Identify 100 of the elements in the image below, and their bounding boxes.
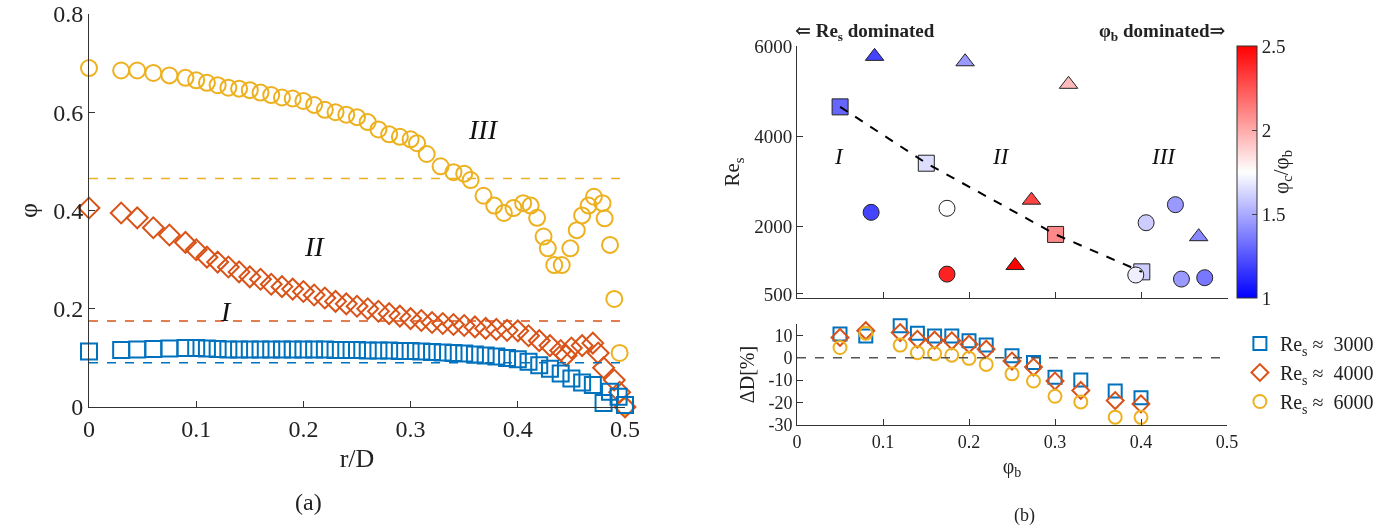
point [337, 341, 356, 360]
point [431, 312, 455, 335]
point [294, 91, 313, 110]
point [1133, 390, 1149, 406]
y-tick-label: 0 [71, 394, 84, 421]
point [551, 364, 570, 383]
point [485, 196, 504, 215]
point [444, 163, 463, 182]
point [601, 235, 619, 254]
y-tick-label: 0.4 [53, 197, 84, 224]
point [600, 382, 619, 401]
point [602, 368, 626, 392]
point [358, 341, 377, 360]
x-tick-label: 0.2 [957, 431, 981, 452]
annotation: II [304, 231, 326, 262]
point [528, 208, 547, 227]
point [540, 359, 559, 378]
point [176, 68, 195, 87]
point [345, 294, 369, 318]
point [549, 339, 573, 362]
point [305, 95, 324, 114]
point [567, 221, 586, 240]
point [504, 199, 523, 218]
point [476, 346, 495, 365]
x-tick-label: 0.1 [181, 415, 212, 442]
point [938, 199, 956, 217]
point [907, 329, 927, 349]
point [1047, 388, 1063, 404]
point [380, 341, 399, 360]
point [519, 352, 538, 371]
point [554, 344, 578, 367]
annotation: II [992, 144, 1010, 169]
point [281, 277, 305, 301]
point [442, 313, 465, 336]
legend-label: Re$_{s}$ ≈ 4000 [1279, 362, 1374, 388]
point [302, 283, 326, 307]
point [474, 317, 498, 340]
point [538, 334, 562, 357]
point [238, 265, 262, 289]
point [251, 83, 270, 102]
point [1002, 351, 1022, 371]
point [487, 347, 506, 366]
point [208, 76, 227, 95]
point [433, 343, 452, 362]
point [401, 130, 420, 149]
point [305, 340, 324, 359]
color-bar-label: 1 [1261, 287, 1272, 309]
point [187, 71, 206, 90]
y-tick-label: 0 [783, 347, 793, 368]
point [324, 289, 347, 313]
point [927, 346, 943, 362]
point [158, 223, 181, 247]
point [197, 339, 216, 358]
point [1073, 372, 1089, 388]
point [584, 187, 603, 206]
point [581, 331, 605, 355]
point [240, 340, 259, 359]
text: (b) [1014, 505, 1035, 526]
point [925, 330, 945, 350]
point [552, 256, 571, 275]
point [315, 340, 334, 359]
point [608, 380, 632, 404]
y-tick-label: -10 [768, 370, 793, 391]
point [240, 81, 259, 100]
text: (a) [295, 489, 322, 515]
text: ⇐ Re$_{s}$ dominated [795, 20, 935, 44]
point [1071, 380, 1091, 400]
y-tick-label: -30 [768, 415, 793, 436]
point [227, 260, 251, 284]
point [978, 356, 994, 372]
color-bar-label: 2.5 [1261, 35, 1286, 57]
point [230, 79, 249, 98]
point [444, 343, 463, 362]
point [128, 61, 147, 80]
point [262, 340, 281, 359]
point [369, 120, 388, 139]
y-axis-title: φ [13, 202, 43, 219]
point [294, 340, 313, 359]
point [508, 350, 527, 369]
point [561, 239, 580, 258]
point [197, 73, 216, 92]
point [961, 333, 977, 349]
point [326, 103, 345, 122]
point [583, 375, 602, 394]
point [484, 317, 508, 341]
point [283, 340, 302, 359]
point [530, 356, 549, 375]
point [1107, 383, 1123, 399]
point [144, 340, 163, 359]
point [570, 334, 594, 357]
point [832, 340, 848, 356]
point [944, 347, 960, 363]
point [545, 256, 564, 275]
point [605, 289, 624, 308]
point [216, 255, 240, 279]
point [401, 342, 420, 360]
x-tick-label: 0.1 [871, 431, 895, 452]
legend-label: Re$_{s}$ ≈ 6000 [1279, 391, 1374, 417]
point [326, 341, 345, 360]
point [1105, 391, 1125, 410]
